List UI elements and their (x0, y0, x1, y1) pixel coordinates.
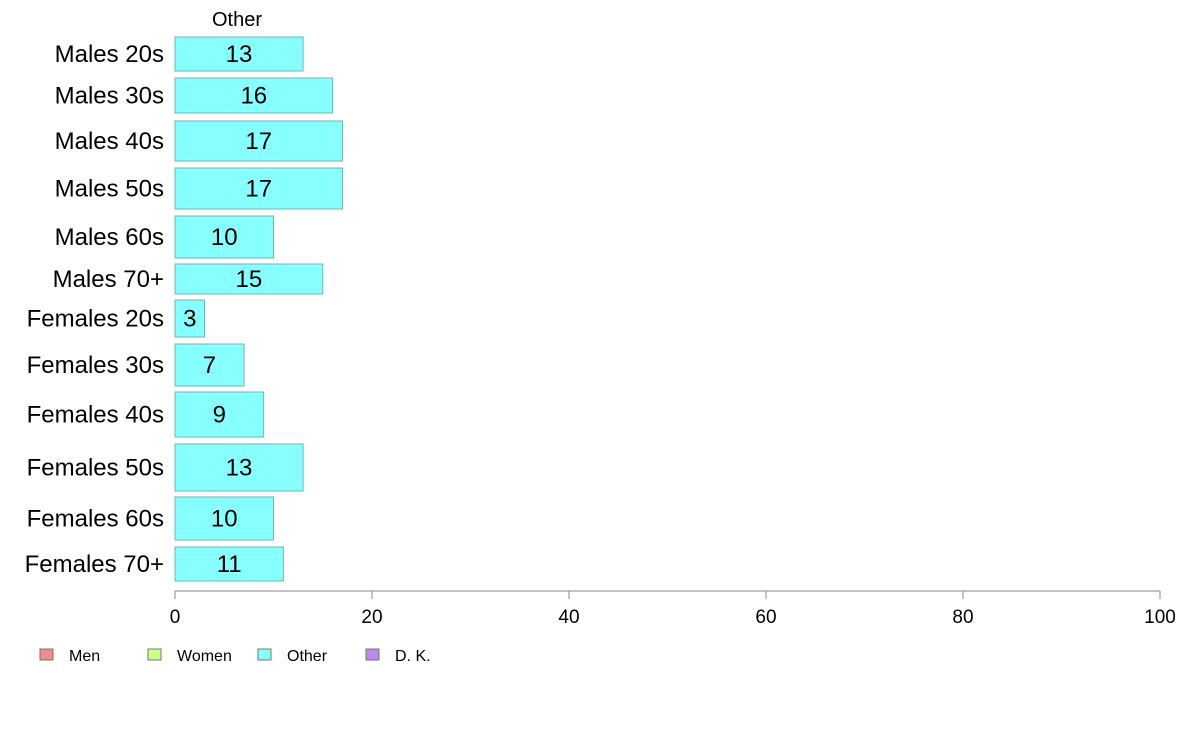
value-label: 13 (226, 41, 253, 68)
legend-swatch (365, 648, 380, 661)
value-label: 17 (245, 176, 272, 203)
legend: Men Women Other D. K. (39, 648, 431, 665)
legend-swatch (257, 648, 272, 661)
value-label: 7 (203, 352, 216, 379)
legend-label: Other (287, 648, 328, 665)
category-label: Males 30s (55, 83, 164, 110)
value-label: 13 (226, 455, 253, 482)
value-label: 10 (211, 224, 238, 251)
x-tick-label: 20 (361, 607, 382, 628)
legend-label: Men (69, 648, 100, 665)
bar (174, 496, 274, 541)
value-label: 3 (183, 306, 196, 333)
bar (174, 77, 334, 114)
bar (174, 391, 265, 438)
bar (174, 167, 343, 210)
category-label: Females 60s (27, 506, 164, 533)
legend-swatch (147, 648, 162, 661)
value-label: 17 (245, 128, 272, 155)
value-label: 15 (236, 266, 263, 293)
bar (174, 215, 274, 259)
category-label: Females 50s (27, 455, 164, 482)
x-axis: 0 20 40 60 80 100 (170, 590, 1176, 628)
x-tick-label: 0 (170, 607, 181, 628)
bar (174, 546, 284, 582)
category-label: Males 40s (55, 128, 164, 155)
legend-swatch (39, 648, 54, 661)
bar (174, 120, 343, 162)
x-tick-label: 40 (558, 607, 579, 628)
x-tick-label: 100 (1144, 607, 1176, 628)
bar (174, 443, 304, 492)
bar (174, 263, 324, 295)
bar (174, 343, 245, 387)
category-label: Males 50s (55, 176, 164, 203)
category-label: Females 70+ (25, 551, 164, 578)
bars-group: Males 20s 13 Males 30s 16 Males 40s 17 Males 5… (25, 36, 343, 582)
category-label: Males 20s (55, 41, 164, 68)
value-label: 10 (211, 506, 238, 533)
bar (174, 299, 206, 338)
x-tick-label: 80 (952, 607, 973, 628)
bar (174, 36, 304, 72)
category-label: Males 70+ (53, 266, 164, 293)
value-label: 16 (240, 83, 267, 110)
value-label: 9 (213, 402, 226, 429)
category-label: Females 40s (27, 402, 164, 429)
value-label: 11 (217, 551, 242, 578)
legend-label: D. K. (395, 648, 431, 665)
category-label: Females 20s (27, 306, 164, 333)
x-tick-label: 60 (755, 607, 776, 628)
category-label: Females 30s (27, 352, 164, 379)
legend-label: Women (177, 648, 232, 665)
group-label: Other (212, 9, 262, 31)
category-label: Males 60s (55, 224, 164, 251)
